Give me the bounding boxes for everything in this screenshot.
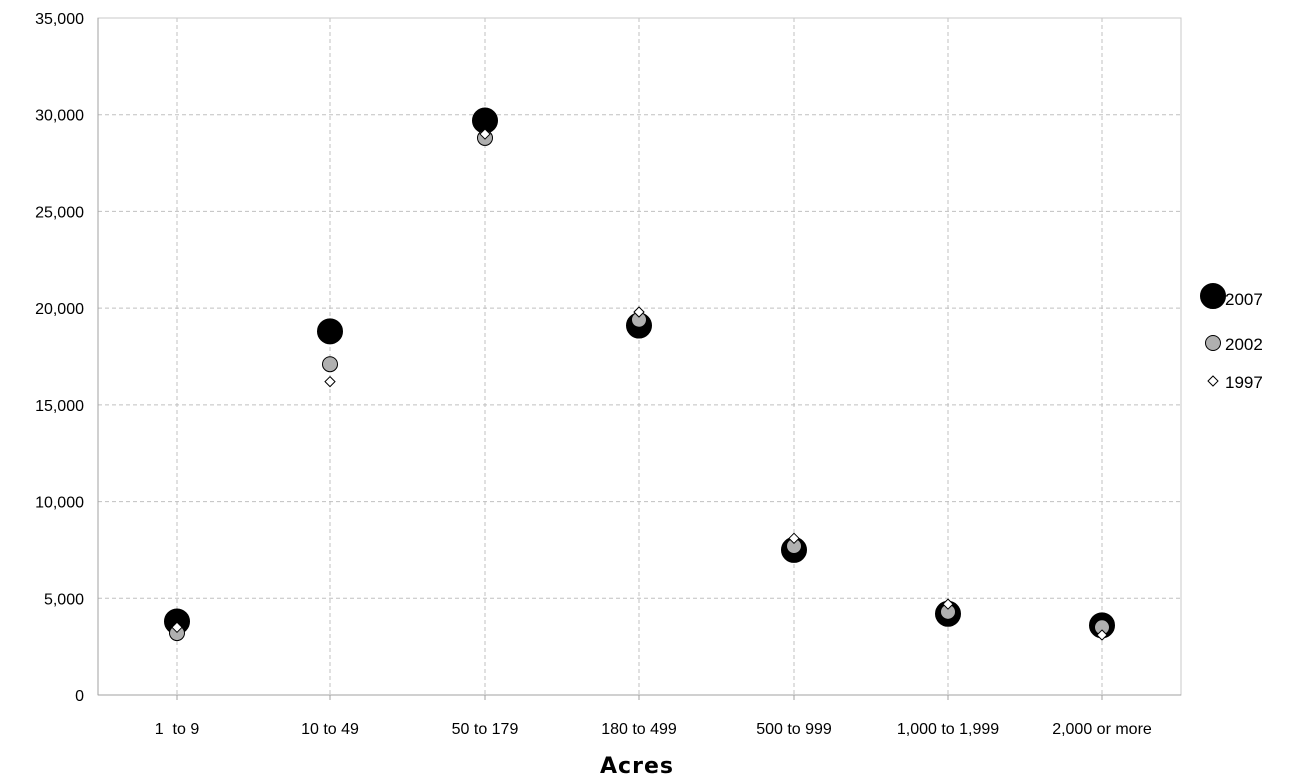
legend-label-2002: 2002 [1225,335,1263,354]
x-axis-title: Acres [600,754,674,779]
grid-layer [98,17,1181,695]
data-point-1997 [788,532,800,545]
y-tick-label: 35,000 [35,11,84,28]
x-tick-label: 1,000 to 1,999 [897,721,999,738]
axis-layer [97,17,1182,700]
y-tick-label: 0 [75,688,84,705]
legend-item-1997: 1997 [1207,373,1263,392]
data-point-1997 [324,375,336,388]
y-tick-label: 15,000 [35,398,84,415]
data-point-2007 [317,318,343,345]
legend-marker-2007 [1200,283,1226,309]
data-point-1997 [942,598,954,610]
data-points [164,107,1115,642]
x-tick-labels: 1 to 9 10 to 49 50 to 179 180 to 499 500 to … [155,721,1152,738]
legend-label-2007: 2007 [1225,290,1263,309]
y-tick-label: 5,000 [44,591,84,608]
data-point-2002 [322,356,338,373]
x-tick-label: 2,000 or more [1052,721,1152,738]
x-tick-label: 10 to 49 [301,721,359,738]
legend: 2007 2002 1997 [1200,283,1263,392]
legend-marker-2002 [1205,335,1221,351]
data-point-1997 [633,306,645,318]
legend-label-1997: 1997 [1225,373,1263,392]
x-tick-label: 500 to 999 [756,721,832,738]
y-tick-label: 20,000 [35,301,84,318]
data-point-1997 [171,621,183,634]
x-tick-label: 1 to 9 [155,721,200,738]
legend-marker-1997 [1207,375,1219,387]
y-tick-labels: 0 5,000 10,000 15,000 20,000 25,000 30,000 35,0… [35,11,84,705]
legend-item-2007: 2007 [1200,283,1263,309]
x-tick-label: 180 to 499 [601,721,677,738]
data-point-1997 [479,128,491,140]
x-tick-label: 50 to 179 [452,721,519,738]
y-tick-label: 10,000 [35,495,84,512]
y-tick-label: 25,000 [35,204,84,221]
data-point-1997 [1096,629,1108,641]
legend-item-2002: 2002 [1205,335,1263,354]
y-tick-label: 30,000 [35,108,84,125]
